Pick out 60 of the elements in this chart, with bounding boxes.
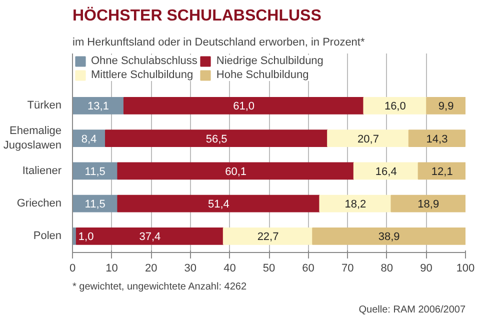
bar — [319, 194, 392, 212]
chart-subtitle: im Herkunftsland oder in Deutschland erworben, in Prozent* — [72, 36, 366, 48]
chart-title: HÖCHSTER SCHULABSCHLUSS — [72, 6, 322, 24]
data-label: 1,0 — [78, 231, 94, 244]
text: * gewichtet, ungewichtete Anzahl: 4262 — [72, 282, 247, 292]
x-tick-label: 50 — [262, 262, 276, 274]
bar — [390, 194, 466, 212]
x-tick-label: 90 — [420, 262, 432, 274]
x-tick-label: 0 — [69, 262, 76, 274]
bar — [426, 97, 466, 114]
x-tick-label: 100 — [456, 262, 475, 274]
source-note: Quelle: RAM 2006/2007 — [358, 304, 466, 316]
legend-label: Hohe Schulbildung — [216, 69, 309, 81]
x-tick-label: 70 — [341, 262, 354, 274]
bar — [105, 130, 328, 147]
bar — [222, 228, 314, 245]
data-label: 56,5 — [206, 133, 228, 146]
y-tick-label: Türken — [27, 100, 62, 112]
data-label: 60,1 — [225, 166, 247, 178]
bar — [312, 228, 466, 245]
y-tick-label: Ehemalige Jugoslawen — [3, 125, 62, 152]
bar — [117, 162, 354, 180]
bar — [72, 97, 124, 114]
y-tick-label: Polen — [33, 230, 62, 242]
x-tick-label: 80 — [380, 262, 394, 274]
bar — [353, 162, 419, 180]
bar — [76, 228, 224, 245]
bar — [363, 97, 428, 114]
data-label: 51,4 — [208, 198, 230, 211]
bar — [123, 97, 364, 114]
bar — [408, 130, 466, 147]
legend-label: Ohne Schulabschluss — [91, 55, 198, 67]
data-label: 18,9 — [418, 198, 440, 211]
data-label: 8,4 — [81, 133, 97, 146]
x-tick-label: 20 — [144, 262, 158, 274]
bar — [327, 130, 410, 147]
legend-label: Niedrige Schulbildung — [216, 55, 324, 67]
bar — [418, 162, 466, 180]
data-label: 16,0 — [384, 100, 406, 113]
data-label: 14,3 — [426, 133, 448, 146]
x-tick-label: 40 — [224, 262, 236, 274]
x-tick-label: 10 — [106, 262, 118, 274]
data-label: 16,4 — [375, 166, 397, 178]
data-label: 9,9 — [438, 100, 454, 113]
data-label: 12,1 — [431, 166, 453, 178]
x-tick-label: 60 — [302, 262, 314, 274]
y-tick-label: Griechen — [16, 198, 62, 210]
data-label: 18,2 — [344, 198, 366, 211]
data-label: 37,4 — [139, 231, 161, 244]
data-label: 20,7 — [358, 133, 379, 146]
data-label: 22,7 — [257, 231, 279, 244]
data-label: 13,1 — [88, 100, 109, 113]
x-tick-label: 30 — [184, 262, 197, 274]
data-label: 61,0 — [233, 100, 255, 113]
data-label: 11,5 — [84, 198, 106, 211]
y-tick-label: Italiener — [22, 164, 62, 177]
data-label: 38,9 — [378, 231, 400, 244]
data-label: 11,5 — [84, 166, 106, 178]
bar — [117, 194, 320, 212]
legend-label: Mittlere Schulbildung — [91, 69, 194, 81]
